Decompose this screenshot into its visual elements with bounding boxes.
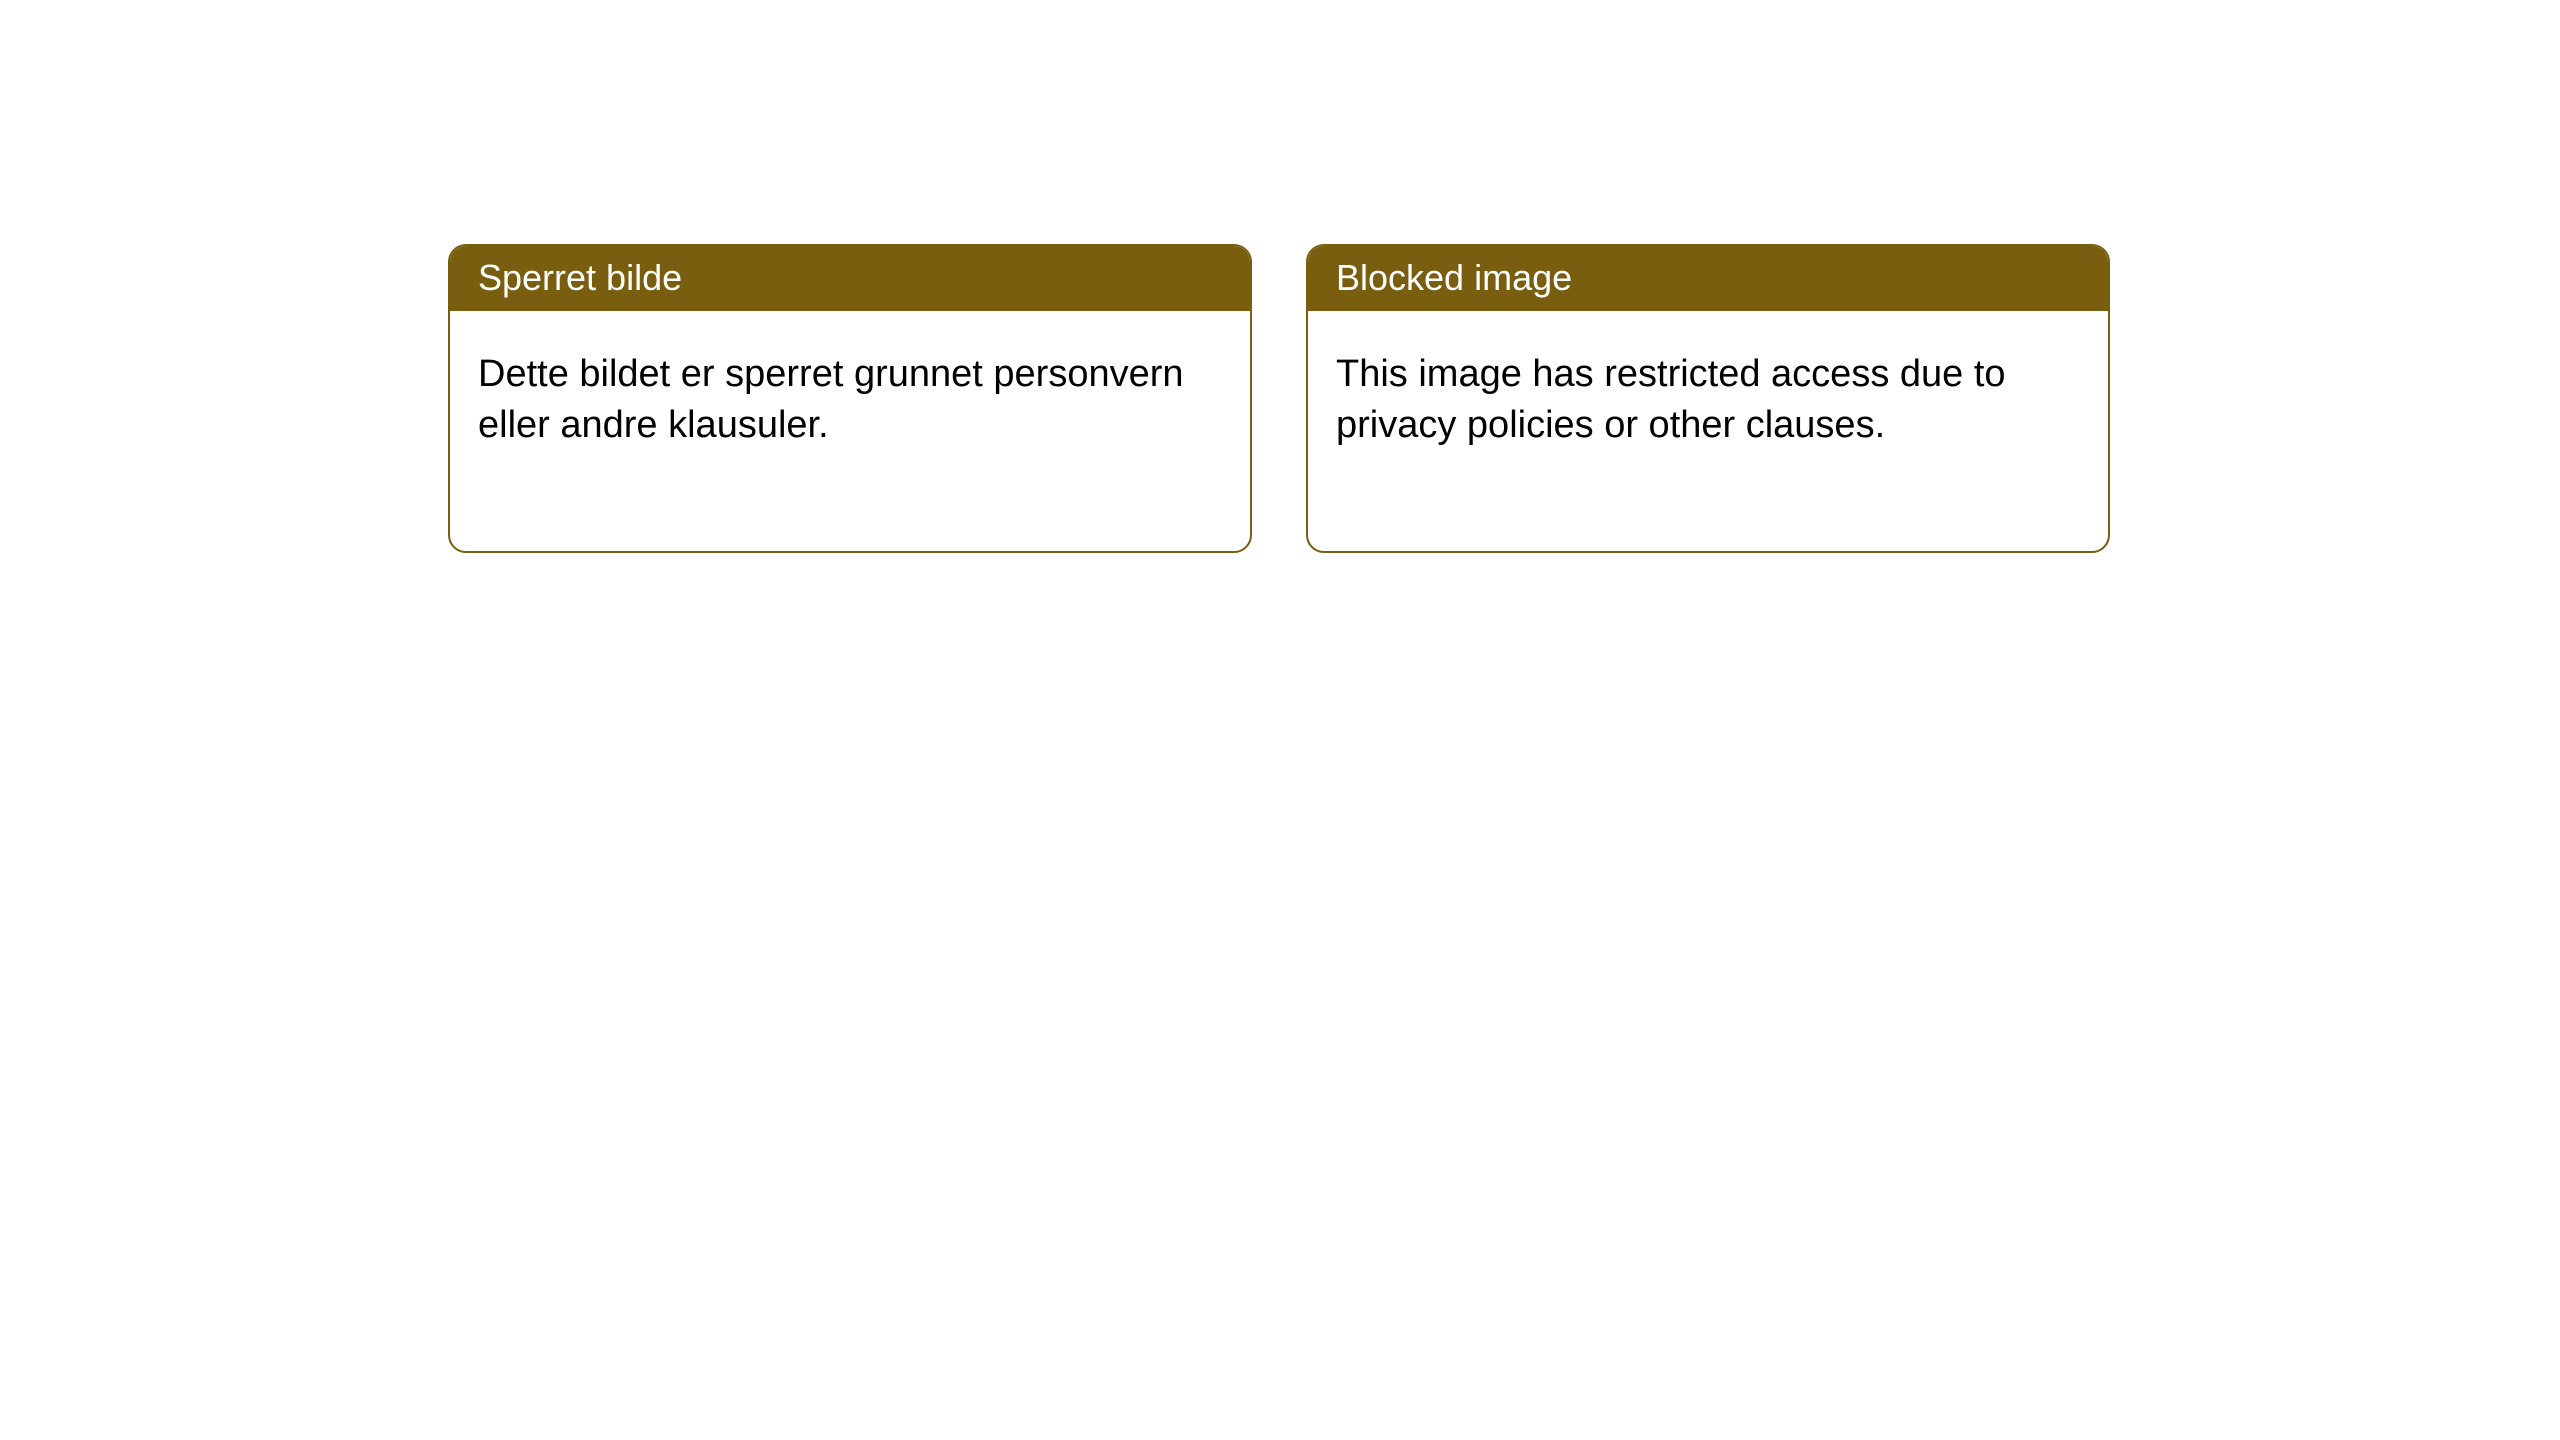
notice-body: Dette bildet er sperret grunnet personve… [450,311,1250,551]
notice-header: Blocked image [1308,246,2108,311]
notice-container: Sperret bilde Dette bildet er sperret gr… [0,0,2560,553]
notice-body: This image has restricted access due to … [1308,311,2108,551]
notice-header: Sperret bilde [450,246,1250,311]
notice-card-norwegian: Sperret bilde Dette bildet er sperret gr… [448,244,1252,553]
notice-card-english: Blocked image This image has restricted … [1306,244,2110,553]
